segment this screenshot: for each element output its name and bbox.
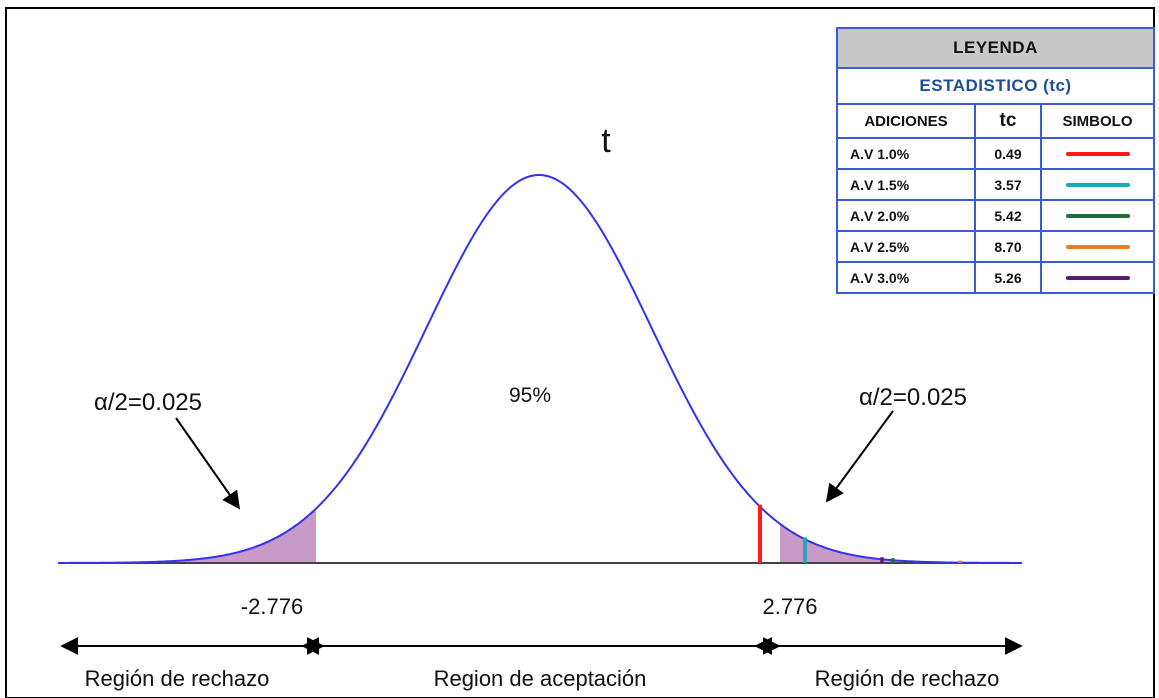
chart-title: t (601, 122, 611, 160)
legend-title: LEYENDA (836, 27, 1155, 69)
legend-table: LEYENDA ESTADISTICO (tc) ADICIONES tc SI… (836, 27, 1155, 294)
legend-row: A.V 3.0% 5.26 (836, 261, 1155, 294)
left-rejection-region (58, 508, 316, 563)
legend-col-simbolo: SIMBOLO (1040, 103, 1155, 139)
legend-row-name: A.V 2.0% (836, 199, 976, 232)
legend-symbol-line (1065, 275, 1130, 280)
legend-row-name: A.V 1.5% (836, 168, 976, 201)
right-rejection-region (762, 508, 1022, 563)
legend-row-name: A.V 3.0% (836, 261, 976, 294)
legend-row-tc: 8.70 (974, 230, 1042, 263)
legend-symbol-line (1065, 151, 1130, 156)
t-density-curve (58, 174, 1022, 564)
legend-row-tc: 3.57 (974, 168, 1042, 201)
alpha-right-label: α/2=0.025 (859, 384, 967, 411)
legend-row-name: A.V 1.0% (836, 137, 976, 170)
legend-col-tc: tc (974, 103, 1042, 139)
legend-row-tc: 5.26 (974, 261, 1042, 294)
right-region-gap (762, 380, 780, 566)
critical-left-label: -2.776 (241, 594, 303, 619)
legend-row: A.V 2.0% 5.42 (836, 199, 1155, 232)
legend-row-tc: 0.49 (974, 137, 1042, 170)
legend-row: A.V 2.5% 8.70 (836, 230, 1155, 263)
legend-row: A.V 1.5% 3.57 (836, 168, 1155, 201)
alpha-left-arrow (175, 417, 241, 510)
alpha-right-arrow (825, 410, 894, 503)
legend-symbol-line (1065, 182, 1130, 187)
legend-subtitle: ESTADISTICO (tc) (836, 67, 1155, 105)
region-right-label: Región de rechazo (815, 666, 1000, 691)
region-center-label: Region de aceptación (434, 666, 647, 691)
legend-col-adiciones: ADICIONES (836, 103, 976, 139)
legend-symbol-line (1065, 244, 1130, 249)
legend-row-tc: 5.42 (974, 199, 1042, 232)
figure-border (5, 7, 1155, 698)
legend-row-name: A.V 2.5% (836, 230, 976, 263)
critical-right-label: 2.776 (762, 594, 817, 619)
center-percent-label: 95% (509, 384, 551, 407)
legend-row: A.V 1.0% 0.49 (836, 137, 1155, 170)
region-left-label: Región de rechazo (85, 666, 270, 691)
alpha-left-label: α/2=0.025 (94, 389, 202, 416)
legend-symbol-line (1065, 213, 1130, 218)
